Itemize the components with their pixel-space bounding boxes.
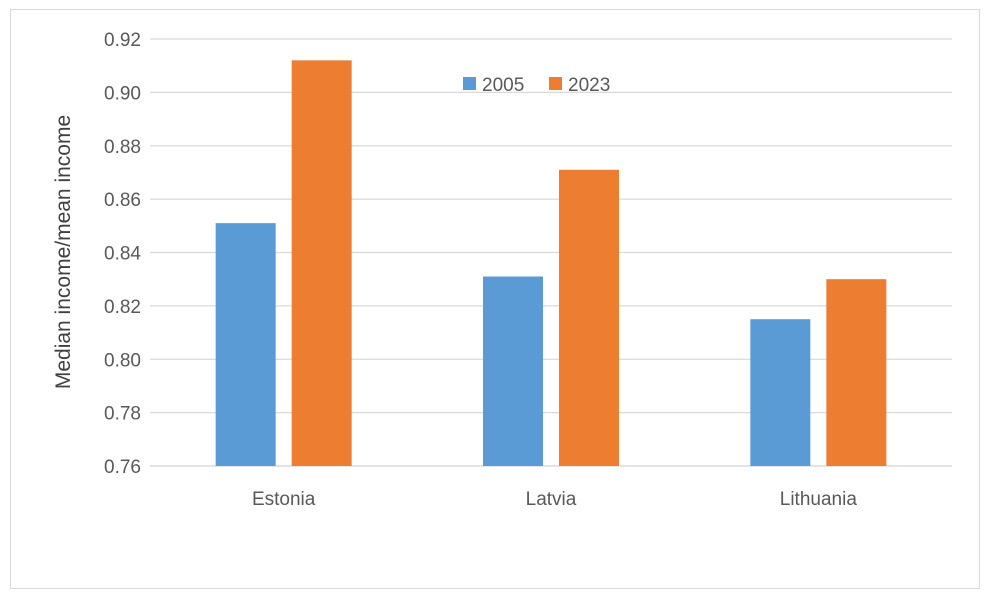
y-tick-label: 0.78 bbox=[104, 404, 141, 425]
bar-lithuania-2023 bbox=[826, 279, 887, 466]
gridlines bbox=[150, 38, 952, 467]
legend: 2005 2023 bbox=[463, 75, 610, 96]
bar-latvia-2023 bbox=[559, 169, 619, 467]
category-labels: Estonia Latvia Lithuania bbox=[252, 489, 857, 510]
legend-swatch-2023 bbox=[549, 77, 562, 90]
y-tick-label: 0.92 bbox=[104, 30, 141, 51]
y-tick-label: 0.90 bbox=[104, 83, 141, 104]
legend-label: 2005 bbox=[482, 75, 524, 96]
y-tick-label: 0.86 bbox=[104, 190, 141, 211]
y-axis-title: Median income/mean income bbox=[52, 115, 75, 389]
y-tick-label: 0.82 bbox=[104, 297, 141, 318]
y-tick-label: 0.80 bbox=[104, 350, 141, 371]
x-category-label: Lithuania bbox=[780, 489, 858, 510]
x-category-label: Estonia bbox=[252, 489, 316, 510]
y-tick-label: 0.76 bbox=[104, 457, 141, 478]
bar-estonia-2005 bbox=[215, 223, 276, 466]
bar-estonia-2023 bbox=[291, 60, 352, 466]
y-tick-label: 0.84 bbox=[104, 244, 141, 265]
bars bbox=[215, 60, 887, 467]
y-tick-label: 0.88 bbox=[104, 137, 141, 158]
legend-label: 2023 bbox=[568, 75, 610, 96]
legend-swatch-2005 bbox=[463, 77, 476, 90]
bar-latvia-2005 bbox=[483, 276, 543, 466]
x-category-label: Latvia bbox=[526, 489, 577, 510]
bar-lithuania-2005 bbox=[750, 319, 811, 466]
y-tick-labels: 0.76 0.78 0.80 0.82 0.84 0.86 0.88 0.90 0.92 bbox=[104, 30, 141, 478]
